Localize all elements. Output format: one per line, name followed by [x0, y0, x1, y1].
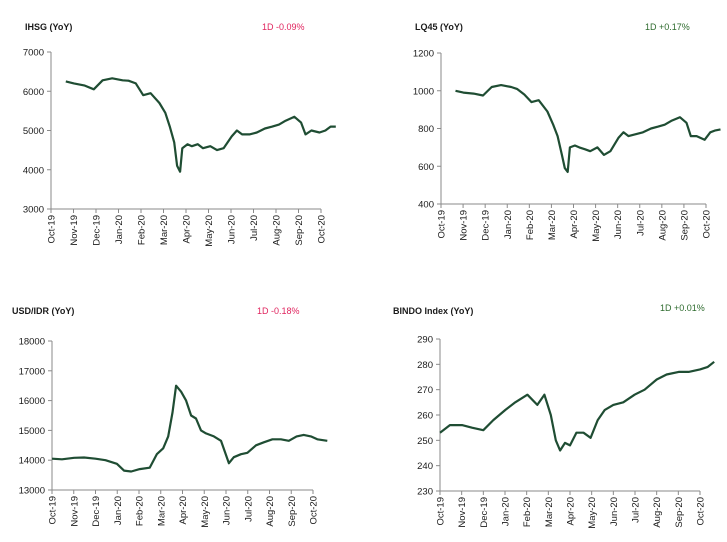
- daily-change-label: 1D -0.09%: [262, 22, 305, 32]
- y-tick-label: 14000: [19, 456, 45, 467]
- x-tick-label: Jun-20: [609, 497, 620, 526]
- x-tick-label: Aug-20: [657, 210, 668, 241]
- x-tick-label: Sep-20: [294, 215, 305, 246]
- x-tick-label: Oct-20: [309, 496, 320, 525]
- y-tick-label: 240: [417, 461, 433, 472]
- daily-change-label: 1D -0.18%: [257, 306, 300, 316]
- x-tick-label: Jun-20: [613, 210, 624, 239]
- x-tick-label: Mar-20: [547, 210, 558, 240]
- y-tick-label: 280: [417, 360, 433, 371]
- x-tick-label: Sep-20: [674, 497, 685, 528]
- x-tick-label: Apr-20: [566, 497, 577, 526]
- series-line: [455, 83, 721, 173]
- x-tick-label: Oct-19: [437, 210, 448, 239]
- chart-title: IHSG (YoY): [25, 22, 73, 32]
- chart-bindo: 230 240 250 260 270 280 290 Oct-19 Nov-19 Dec-19 J…: [417, 335, 715, 529]
- x-tick-label: Jul-20: [631, 497, 642, 523]
- y-tick-label: 7000: [23, 48, 44, 59]
- y-tick-label: 600: [418, 162, 434, 173]
- x-tick-label: Dec-19: [481, 210, 492, 241]
- y-tick-label: 260: [417, 411, 433, 422]
- x-tick-label: Dec-19: [91, 496, 102, 527]
- y-tick-label: 16000: [19, 396, 45, 407]
- x-tick-label: Apr-20: [178, 496, 189, 525]
- chart-panel-usdidr: USD/IDR (YoY) 1D -0.18% 13000 14000 15000 1…: [0, 271, 363, 542]
- x-tick-label: Aug-20: [272, 215, 283, 246]
- chart-panel-bindo: BINDO Index (YoY) 1D +0.01% 230 240 250 260…: [363, 271, 727, 542]
- y-tick-label: 6000: [23, 87, 44, 98]
- chart-ihsg: 3000 4000 5000 6000 7000 Oct-19 Nov-19 Dec-19 Ja…: [23, 48, 336, 247]
- x-tick-label: Jun-20: [222, 496, 233, 525]
- x-tick-label: Aug-20: [652, 497, 663, 528]
- y-tick-label: 3000: [23, 205, 44, 216]
- x-tick-label: Jun-20: [227, 215, 238, 244]
- y-tick-label: 4000: [23, 165, 44, 176]
- y-tick-label: 13000: [19, 486, 45, 497]
- y-tick-label: 18000: [19, 337, 45, 348]
- daily-change-label: 1D +0.17%: [645, 22, 690, 32]
- x-tick-label: Feb-20: [135, 496, 146, 526]
- chart-panel-lq45: LQ45 (YoY) 1D +0.17% 400 600 800 1000 1200 Oc…: [363, 0, 727, 271]
- y-tick-label: 15000: [19, 426, 45, 437]
- x-tick-label: Nov-19: [459, 210, 470, 241]
- x-tick-label: Jan-20: [113, 496, 124, 525]
- series-line: [65, 77, 336, 173]
- y-tick-label: 1000: [413, 86, 434, 97]
- y-tick-label: 270: [417, 385, 433, 396]
- x-tick-label: May-20: [204, 215, 215, 247]
- x-tick-label: Feb-20: [522, 497, 533, 527]
- x-tick-label: Jul-20: [249, 215, 260, 241]
- x-tick-label: May-20: [200, 496, 211, 528]
- x-tick-label: Aug-20: [265, 496, 276, 527]
- chart-panel-ihsg: IHSG (YoY) 1D -0.09% 3000 4000 5000 6000 700…: [0, 0, 363, 271]
- x-tick-label: Dec-19: [92, 215, 103, 246]
- x-tick-label: Apr-20: [569, 210, 580, 239]
- x-tick-label: Oct-19: [436, 497, 447, 526]
- y-tick-label: 5000: [23, 126, 44, 137]
- series-line: [51, 384, 328, 473]
- y-tick-label: 1200: [413, 49, 434, 60]
- x-tick-label: Jan-20: [501, 497, 512, 526]
- x-tick-label: Jul-20: [635, 210, 646, 236]
- y-tick-label: 17000: [19, 366, 45, 377]
- chart-title: LQ45 (YoY): [415, 22, 463, 32]
- chart-title: USD/IDR (YoY): [12, 306, 75, 316]
- x-tick-label: Oct-20: [696, 497, 707, 526]
- x-tick-label: Oct-20: [702, 210, 713, 239]
- x-tick-label: Jul-20: [243, 496, 254, 522]
- x-tick-label: Feb-20: [525, 210, 536, 240]
- x-tick-label: Nov-19: [69, 215, 80, 246]
- x-tick-label: Mar-20: [544, 497, 555, 527]
- x-tick-label: Oct-19: [47, 215, 58, 244]
- y-tick-label: 230: [417, 487, 433, 498]
- x-tick-label: Mar-20: [159, 215, 170, 245]
- y-tick-label: 800: [418, 124, 434, 135]
- chart-title: BINDO Index (YoY): [393, 306, 474, 316]
- series-line: [439, 360, 715, 452]
- x-tick-label: Oct-20: [317, 215, 328, 244]
- x-tick-label: Jan-20: [114, 215, 125, 244]
- x-tick-label: Sep-20: [287, 496, 298, 527]
- y-tick-label: 290: [417, 335, 433, 346]
- x-tick-label: Dec-19: [479, 497, 490, 528]
- x-tick-label: Oct-19: [48, 496, 59, 525]
- x-tick-label: Feb-20: [137, 215, 148, 245]
- x-tick-label: Nov-19: [457, 497, 468, 528]
- y-tick-label: 400: [418, 200, 434, 211]
- x-tick-label: Nov-19: [69, 496, 80, 527]
- x-tick-label: May-20: [591, 210, 602, 242]
- x-tick-label: May-20: [587, 497, 598, 529]
- chart-usdidr: 13000 14000 15000 16000 17000 18000 Oct-19 Nov-…: [19, 337, 328, 528]
- x-tick-label: Apr-20: [182, 215, 193, 244]
- x-tick-label: Jan-20: [503, 210, 514, 239]
- daily-change-label: 1D +0.01%: [660, 303, 705, 313]
- x-tick-label: Mar-20: [156, 496, 167, 526]
- chart-lq45: 400 600 800 1000 1200 Oct-19 Nov-19 Dec-19 Jan-2…: [413, 49, 721, 242]
- x-tick-label: Sep-20: [679, 210, 690, 241]
- y-tick-label: 250: [417, 436, 433, 447]
